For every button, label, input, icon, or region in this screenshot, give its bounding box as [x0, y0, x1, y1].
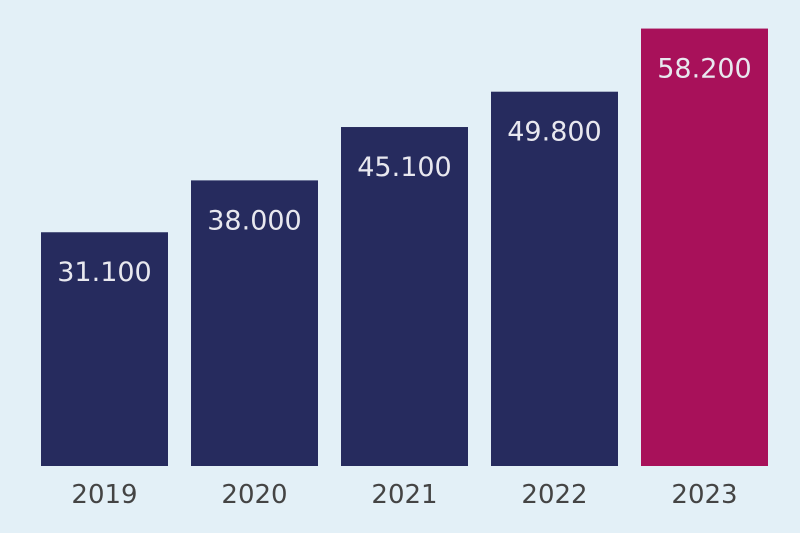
bar-2020 — [191, 180, 318, 467]
data-label: 31.100 — [57, 257, 151, 288]
bar-2022 — [491, 91, 618, 466]
x-tick-label: 2020 — [221, 480, 287, 510]
data-label: 38.000 — [207, 205, 301, 236]
x-tick-label: 2023 — [671, 480, 737, 510]
x-tick-label: 2019 — [71, 480, 137, 510]
bar-2023 — [641, 28, 768, 467]
x-tick-label: 2022 — [521, 480, 587, 510]
data-label: 58.200 — [657, 54, 751, 85]
data-label: 45.100 — [357, 152, 451, 183]
bar-2021 — [341, 127, 468, 466]
data-label: 49.800 — [507, 117, 601, 148]
bar-2019 — [41, 232, 168, 466]
x-tick-label: 2021 — [371, 480, 437, 510]
